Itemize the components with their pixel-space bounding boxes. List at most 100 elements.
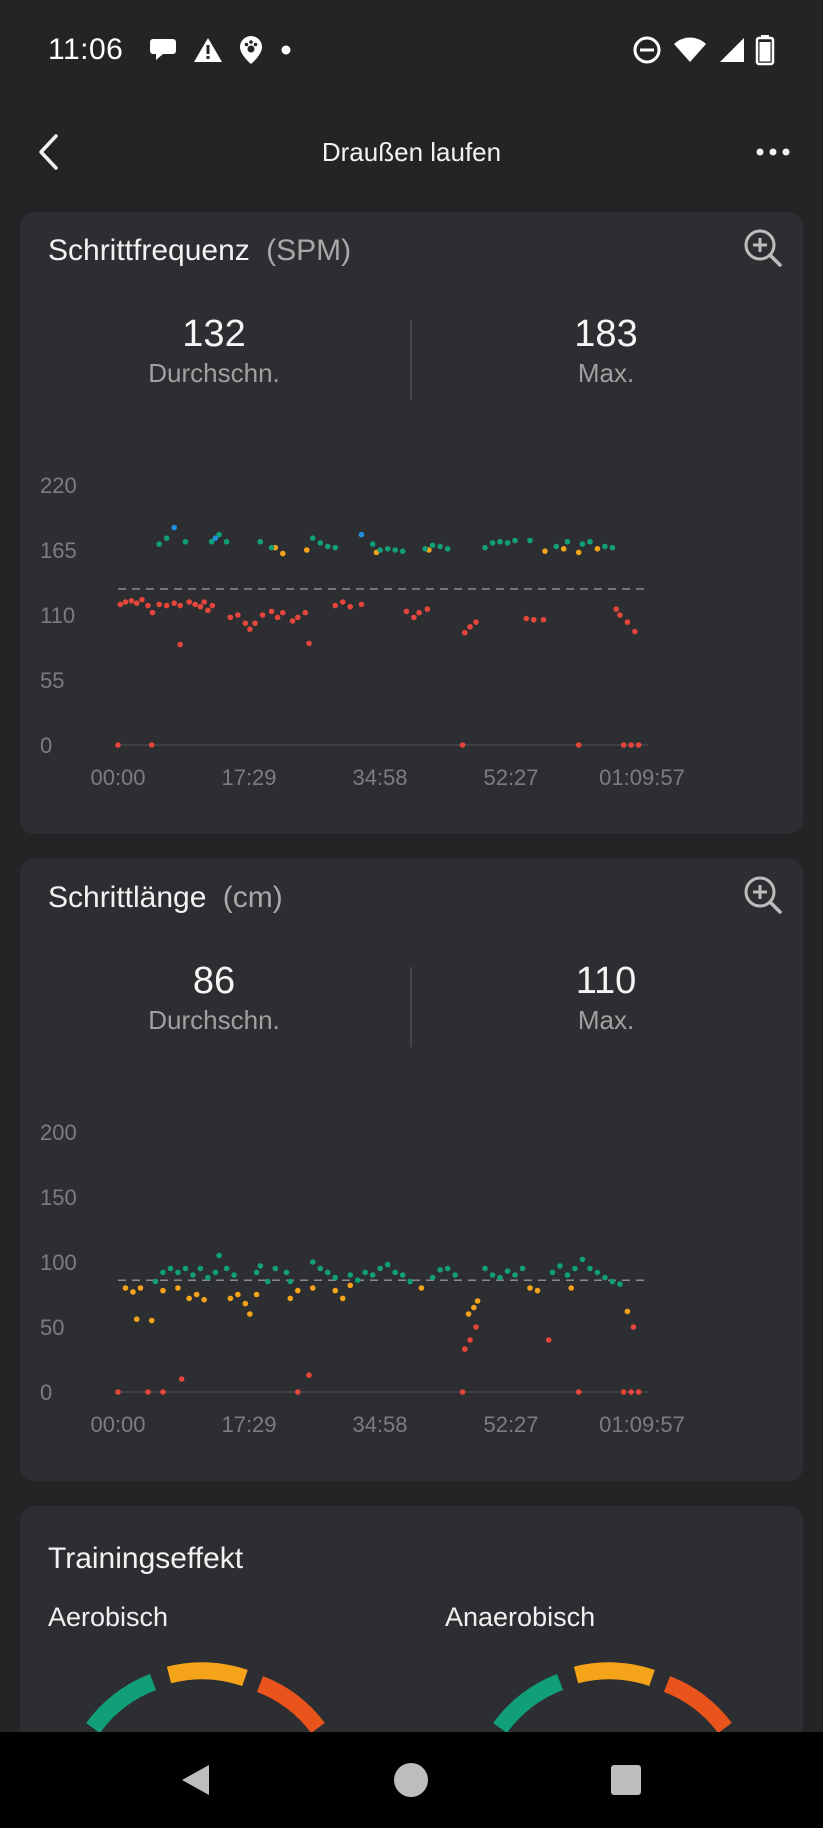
aerobic-gauge [86,1662,325,1734]
status-time: 11:06 [48,33,124,66]
data-point [171,600,177,606]
data-point [193,1291,200,1298]
back-button[interactable] [26,130,70,174]
data-point [130,1289,136,1295]
data-point [504,540,511,546]
data-point [384,546,391,552]
data-point [542,548,548,554]
data-point [283,1269,290,1276]
data-point [452,1272,458,1278]
y-tick-label: 0 [40,1380,52,1405]
data-point [148,742,155,748]
anaerobic-gauge [493,1662,732,1734]
data-point [418,1285,425,1291]
data-point [167,1265,174,1272]
data-point [564,538,571,545]
anaerobic-label: Anaerobisch [445,1602,596,1632]
stride-unit: (cm) [222,881,283,914]
triangle-back-icon [182,1765,209,1795]
data-point [137,1285,144,1291]
data-point [512,1272,518,1278]
nav-back-button[interactable] [168,1752,224,1808]
status-notification-icons [149,34,293,66]
data-point [602,1274,608,1281]
data-point [624,619,631,625]
data-point [122,599,129,605]
data-point [416,609,422,616]
chevron-left-icon [39,134,58,170]
data-point [115,742,121,748]
data-point [209,602,216,609]
data-point [156,601,163,608]
data-point [205,1274,211,1281]
gauge-arc-high [256,1676,325,1734]
gauge-arc-mid [573,1662,655,1687]
data-point [444,1265,451,1272]
training-gauges [86,1662,732,1734]
data-point [212,1269,219,1276]
x-tick-label: 00:00 [90,765,145,790]
data-point [115,1389,121,1395]
data-point [362,1269,369,1276]
data-point [384,1261,391,1268]
data-point [474,1298,481,1304]
data-point [504,1268,511,1274]
data-point [465,1311,472,1317]
data-point [462,1346,468,1352]
aerobic-label: Aerobisch [48,1602,169,1632]
data-point [160,1389,166,1395]
data-point [459,742,466,748]
stat-divider [410,967,412,1047]
data-point [309,535,316,541]
app-header: Draußen laufen [0,100,823,204]
data-point [594,546,601,552]
data-point [617,612,623,618]
cadence-max-stat: 183 Max. [456,312,756,389]
data-point [437,1267,443,1273]
stride-card-title: Schrittlänge (cm) [48,881,283,915]
data-point [332,1274,339,1281]
data-point [473,619,479,625]
data-point [163,535,170,541]
data-point [339,1295,346,1302]
data-point [175,1269,181,1276]
stride-zoom-button[interactable] [741,873,785,917]
nav-recents-button[interactable] [598,1752,654,1808]
data-point [289,618,296,624]
data-point [579,541,586,547]
nav-home-button[interactable] [383,1752,439,1808]
cadence-avg-stat: 132 Durchschn. [64,312,364,389]
cadence-zoom-button[interactable] [741,226,785,270]
more-options-button[interactable] [751,130,795,174]
cadence-title: Schrittfrequenz [48,234,250,267]
gauge-arc-low [493,1674,564,1734]
data-point [560,546,567,552]
y-tick-label: 50 [40,1315,64,1340]
gauge-arc-low [86,1674,157,1734]
data-point [422,546,428,552]
y-tick-label: 220 [40,473,77,498]
data-point [317,1265,324,1272]
stride-max-stat: 110 Max. [456,959,756,1036]
data-point [392,547,398,553]
x-tick-label: 34:58 [352,1412,407,1437]
data-point [205,607,211,614]
status-bar: 11:06 [0,0,823,100]
data-point [182,538,189,545]
data-point [268,544,275,551]
data-point [530,616,537,623]
data-point [377,547,383,553]
chat-bubble-icon [149,36,179,64]
data-point [575,742,582,748]
data-point [272,1265,279,1272]
data-point [287,1278,294,1285]
data-point [252,620,258,627]
data-point [354,1277,361,1283]
cadence-card: Schrittfrequenz (SPM) 132 Durchschn. 183… [20,212,803,834]
data-point [587,538,593,545]
data-point [287,1295,294,1302]
data-point [497,538,503,545]
data-point [579,1256,586,1263]
data-point [274,614,281,621]
data-point [186,1295,192,1302]
